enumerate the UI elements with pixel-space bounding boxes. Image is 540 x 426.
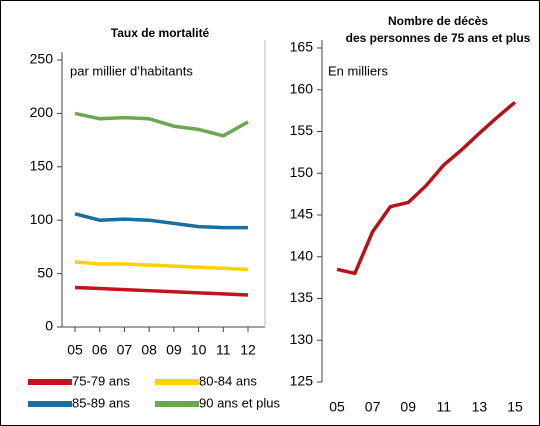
title-part: Nombre de décès — [388, 14, 488, 28]
y-tick-label: 250 — [30, 51, 54, 67]
series-line — [74, 111, 249, 138]
legend-label: 90 ans et plus — [199, 395, 280, 410]
y-tick-label: 130 — [290, 331, 314, 347]
y-tick-label: 100 — [30, 211, 54, 227]
x-tick-label: 09 — [166, 342, 182, 358]
x-tick-label: 15 — [507, 399, 523, 415]
chart-title: Nombre de décès des personnes de 75 ans e… — [346, 14, 531, 45]
y-tick-label: 165 — [290, 39, 314, 55]
y-tick-label: 200 — [30, 104, 54, 120]
x-tick-label: 10 — [191, 342, 207, 358]
x-tick-label: 07 — [117, 342, 133, 358]
chart-subtitle: par millier d’habitants — [70, 63, 193, 78]
y-tick-label: 50 — [37, 264, 53, 280]
y-tick-label: 150 — [30, 158, 54, 174]
y-tick-label: 150 — [290, 164, 314, 180]
y-tick-label: 125 — [290, 373, 314, 389]
x-tick-label: 11 — [437, 399, 452, 415]
x-tick-label: 07 — [365, 399, 381, 415]
chart-title: Taux de mortalité — [111, 26, 210, 40]
x-tick-label: 12 — [240, 342, 256, 358]
series-line — [74, 260, 249, 272]
y-tick-label: 140 — [290, 247, 314, 263]
title-part: des personnes de 75 ans et plus — [346, 31, 531, 45]
y-tick-label: 155 — [290, 122, 314, 138]
x-tick-label: 09 — [400, 399, 416, 415]
x-tick-label: 05 — [329, 399, 345, 415]
series-line — [74, 285, 249, 297]
y-tick-label: 160 — [290, 80, 314, 96]
chart-subtitle: En milliers — [328, 63, 388, 78]
legend-label: 80-84 ans — [199, 373, 257, 388]
y-tick-label: 0 — [45, 318, 53, 334]
legend-label: 75-79 ans — [72, 373, 130, 388]
x-tick-label: 13 — [472, 399, 488, 415]
y-tick-label: 135 — [290, 289, 314, 305]
y-tick-label: 145 — [290, 206, 314, 222]
x-tick-label: 05 — [67, 342, 83, 358]
x-tick-label: 11 — [216, 342, 231, 358]
series-line — [74, 212, 248, 230]
x-tick-label: 06 — [92, 342, 108, 358]
x-tick-label: 08 — [141, 342, 157, 358]
legend-label: 85-89 ans — [72, 395, 130, 410]
series-line — [336, 100, 517, 276]
